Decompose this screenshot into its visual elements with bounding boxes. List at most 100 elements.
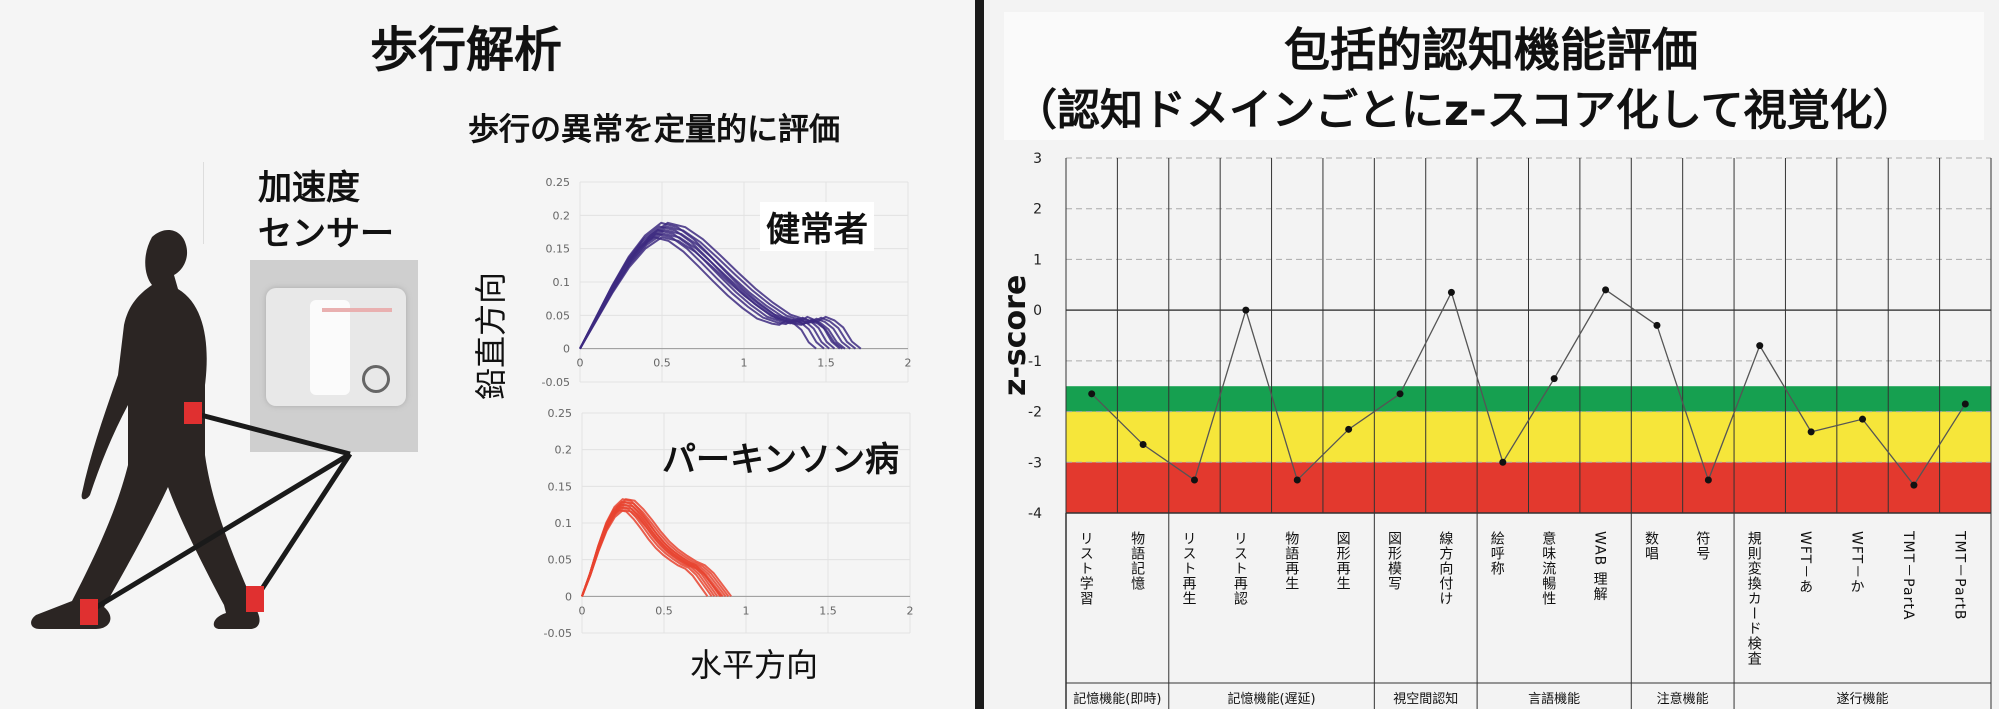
trajectory-line <box>581 498 732 597</box>
category-label: WFT－あ <box>1797 531 1813 594</box>
panel-divider <box>975 0 984 709</box>
x-tick-label: 2 <box>907 604 914 617</box>
x-tick-label: 0.5 <box>653 357 671 370</box>
zscore-point <box>1961 400 1969 408</box>
x-tick-label: 0 <box>577 357 584 370</box>
zscore-point <box>1910 481 1918 489</box>
right-ankle-sensor-marker <box>246 586 264 612</box>
x-tick-label: 1.5 <box>817 357 835 370</box>
zscore-point <box>1242 306 1250 314</box>
y-tick-label: 0.2 <box>555 444 573 457</box>
y-tick-label: 3 <box>1033 151 1042 167</box>
category-label: 線方向付け <box>1437 531 1453 606</box>
sensor-device-image <box>250 260 418 452</box>
group-label: 遂行機能 <box>1837 692 1889 707</box>
y-tick-label: 0.25 <box>546 176 571 189</box>
healthy-label: 健常者 <box>760 202 874 251</box>
y-tick-label: 0 <box>565 590 572 603</box>
y-tick-label: 0.25 <box>548 407 573 420</box>
y-tick-label: 0.15 <box>546 243 571 256</box>
category-label: リスト学習 <box>1078 531 1094 606</box>
category-label: 図形再生 <box>1335 531 1351 591</box>
y-tick-label: 0.1 <box>555 517 573 530</box>
category-label: 符号 <box>1694 531 1710 561</box>
gait-xlabel: 水平方向 <box>690 646 819 684</box>
x-tick-label: 1 <box>743 604 750 617</box>
y-tick-label: 1 <box>1033 252 1042 268</box>
gait-subtitle: 歩行の異常を定量的に評価 <box>468 112 840 148</box>
category-label: 規則変換カード検査 <box>1746 531 1762 666</box>
y-tick-label: -1 <box>1028 354 1042 370</box>
sensor-label-bracket <box>203 162 208 244</box>
zscore-point <box>1653 321 1661 329</box>
category-label: TMT－PartB <box>1951 530 1967 620</box>
zscore-point <box>1088 390 1096 398</box>
y-tick-label: 0.2 <box>553 209 571 222</box>
y-tick-label: 2 <box>1033 202 1042 218</box>
parkinson-label: パーキンソン病 <box>662 440 899 480</box>
y-tick-label: 0 <box>563 343 570 356</box>
zscore-point <box>1807 428 1815 436</box>
zscore-point <box>1859 415 1867 423</box>
zscore-line <box>1091 288 1966 487</box>
zscore-point <box>1704 476 1712 484</box>
cognitive-panel: 包括的認知機能評価 （認知ドメインごとにz-スコア化して視覚化） z-score… <box>984 0 1999 709</box>
trajectory-line <box>579 221 862 350</box>
hip-sensor-marker <box>184 402 202 424</box>
y-tick-label: -4 <box>1028 506 1042 522</box>
y-tick-label: 0.05 <box>548 554 573 567</box>
y-tick-label: -0.05 <box>544 627 572 640</box>
zscore-point <box>1756 342 1764 350</box>
category-label: 数唱 <box>1643 531 1659 561</box>
zscore-point <box>1447 288 1455 296</box>
trajectory-line <box>581 498 721 597</box>
x-tick-label: 0 <box>579 604 586 617</box>
cognitive-chart: 3 2 1 0 -1 -2 -3 -4 記憶機能(即時) 記憶機能(遅延) 視空間認知 言語機能 注意機… <box>1028 151 1992 709</box>
zscore-point <box>1499 458 1507 466</box>
cognitive-title-line2: （認知ドメインごとにz-スコア化して視覚化） <box>1014 86 1916 136</box>
cognitive-title-line1: 包括的認知機能評価 <box>1284 23 1698 77</box>
zscore-point <box>1139 441 1147 449</box>
category-label: 物語再生 <box>1283 531 1299 591</box>
zscore-point <box>1293 476 1301 484</box>
group-label: 視空間認知 <box>1393 691 1458 707</box>
y-tick-label: 0 <box>1033 303 1042 319</box>
sensor-label-line2: センサー <box>258 214 394 254</box>
y-tick-label: -2 <box>1028 405 1042 421</box>
trajectory-line <box>579 236 844 350</box>
y-tick-label: 0.15 <box>548 480 573 493</box>
category-label: 意味流暢性 <box>1540 530 1556 606</box>
walking-person-figure <box>31 230 260 629</box>
category-label: WFT－か <box>1849 531 1865 594</box>
sensor-connection-lines <box>80 402 353 625</box>
category-label: リスト再認 <box>1232 531 1248 606</box>
group-label: 注意機能 <box>1657 691 1709 707</box>
cognitive-title-box <box>1004 12 1984 140</box>
zscore-point <box>1396 390 1404 398</box>
group-label: 記憶機能(遅延) <box>1227 691 1315 707</box>
category-label: TMT－PartA <box>1900 530 1916 620</box>
category-label: WAB 理解 <box>1592 531 1608 602</box>
gait-analysis-panel: 歩行解析 歩行の異常を定量的に評価 加速度 センサー 鉛直方向 水平方向 -0.… <box>0 0 975 709</box>
y-tick-label: -0.05 <box>542 376 570 389</box>
y-tick-label: -3 <box>1028 455 1042 471</box>
zscore-point <box>1345 425 1353 433</box>
gait-title: 歩行解析 <box>370 22 563 78</box>
x-tick-label: 2 <box>905 357 912 370</box>
group-label: 記憶機能(即時) <box>1073 691 1161 707</box>
x-tick-label: 1.5 <box>819 604 837 617</box>
category-label: リスト再生 <box>1180 531 1196 606</box>
zscore-point <box>1190 476 1198 484</box>
category-label: 図形模写 <box>1386 531 1402 591</box>
x-tick-label: 1 <box>741 357 748 370</box>
y-tick-label: 0.05 <box>546 309 571 322</box>
zscore-point <box>1550 375 1558 383</box>
category-label: 絵呼称 <box>1489 531 1505 576</box>
group-label: 言語機能 <box>1528 691 1580 707</box>
zscore-point <box>1602 286 1610 294</box>
sensor-label-line1: 加速度 <box>258 168 360 208</box>
left-ankle-sensor-marker <box>80 599 98 625</box>
x-tick-label: 0.5 <box>655 604 673 617</box>
y-tick-label: 0.1 <box>553 276 571 289</box>
